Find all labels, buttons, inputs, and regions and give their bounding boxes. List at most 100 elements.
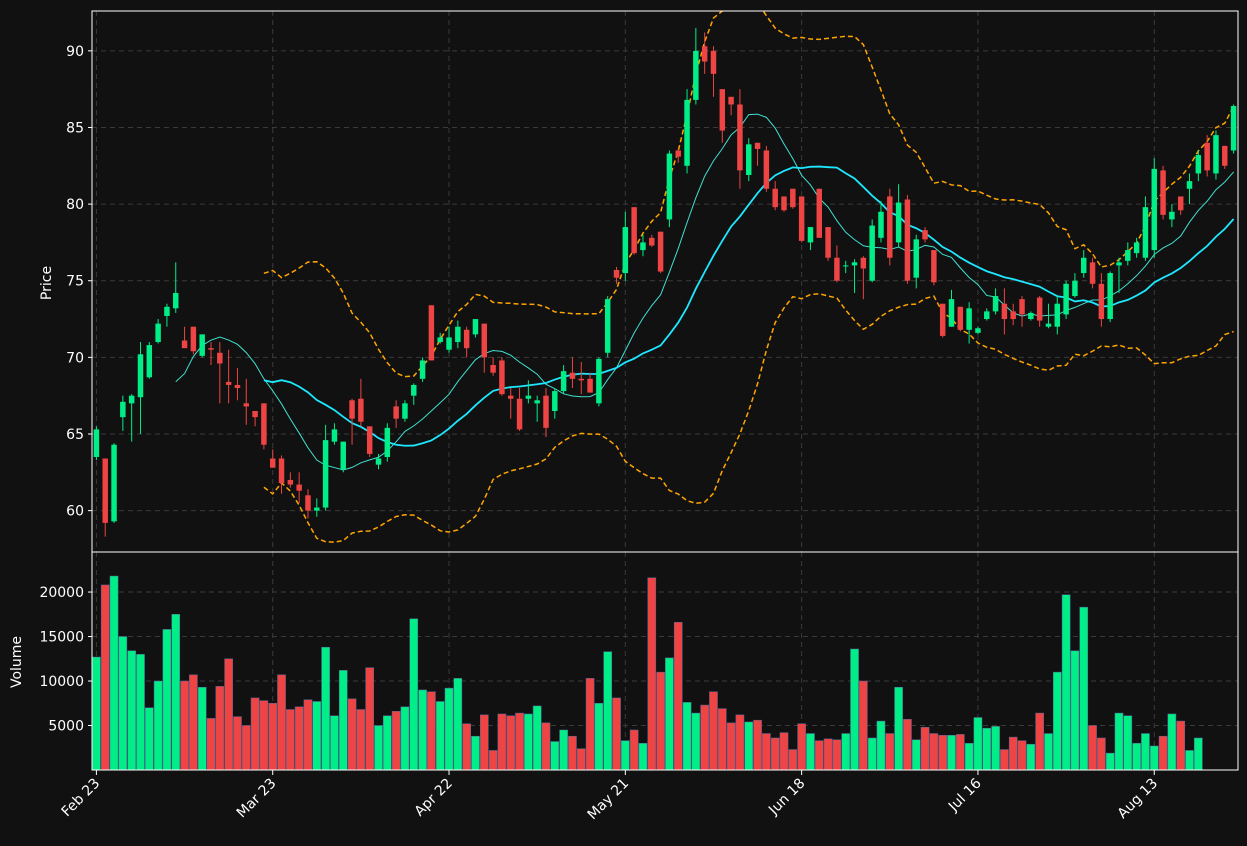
candle-body bbox=[181, 340, 188, 349]
candle-body bbox=[851, 262, 858, 266]
volume-bar bbox=[1035, 712, 1044, 771]
volume-bar bbox=[894, 686, 903, 771]
candle-body bbox=[102, 458, 108, 523]
candle-body bbox=[269, 458, 276, 468]
candle-body bbox=[137, 354, 144, 398]
candle-body bbox=[790, 188, 796, 208]
candle-body bbox=[622, 227, 629, 274]
candle-body bbox=[1125, 250, 1131, 261]
candle-body bbox=[763, 150, 770, 189]
candle-body bbox=[278, 458, 285, 484]
candle-body bbox=[296, 484, 302, 491]
volume-bar bbox=[259, 700, 269, 771]
candle-body bbox=[490, 365, 496, 373]
volume-bar bbox=[330, 715, 339, 771]
volume-bar bbox=[585, 678, 595, 771]
volume-bar bbox=[1114, 712, 1124, 771]
candle-body bbox=[543, 395, 549, 428]
volume-panel-frame bbox=[91, 551, 1239, 771]
volume-bar bbox=[241, 725, 251, 771]
candle-body bbox=[939, 303, 946, 336]
volume-bar bbox=[691, 712, 701, 771]
volume-bar bbox=[409, 618, 419, 771]
x-tick-label: May 21 bbox=[585, 776, 633, 824]
volume-bar bbox=[612, 697, 621, 771]
candle-body bbox=[895, 202, 902, 243]
candle-body bbox=[913, 239, 919, 278]
volume-bar bbox=[356, 709, 366, 771]
volume-bar bbox=[1061, 594, 1071, 771]
volume-bar bbox=[629, 729, 639, 771]
candle-body bbox=[1230, 106, 1237, 151]
candle-body bbox=[666, 153, 673, 220]
price-tick-label: 70 bbox=[66, 350, 84, 366]
volume-bar bbox=[427, 691, 436, 771]
volume-bar bbox=[338, 670, 348, 771]
candle-body bbox=[146, 345, 153, 378]
candles bbox=[93, 27, 1237, 537]
candle-body bbox=[631, 207, 637, 254]
volume-tick-label: 5000 bbox=[48, 719, 84, 735]
candle-body bbox=[1222, 145, 1228, 166]
candle-body bbox=[957, 306, 964, 330]
volume-bar bbox=[488, 750, 498, 771]
candle-body bbox=[1019, 299, 1025, 315]
candle-body bbox=[975, 328, 981, 333]
candle-body bbox=[1028, 312, 1034, 320]
volume-bar bbox=[1052, 671, 1062, 771]
volume-bar bbox=[568, 735, 577, 771]
candle-body bbox=[1045, 323, 1052, 327]
y-tick-labels: 60 65 70 75 80 85 90 5000 10000 15000 20000 bbox=[39, 44, 92, 735]
volume-bar bbox=[250, 697, 260, 771]
volume-bar bbox=[594, 703, 604, 771]
volume-bar bbox=[1000, 749, 1009, 771]
candle-body bbox=[834, 257, 840, 281]
volume-bar bbox=[391, 711, 401, 771]
volume-bar bbox=[726, 722, 736, 771]
volume-bar bbox=[559, 729, 568, 771]
candle-body bbox=[128, 395, 135, 404]
candle-body bbox=[322, 440, 329, 508]
candle-body bbox=[560, 371, 567, 392]
volume-bar bbox=[100, 584, 110, 771]
candle-body bbox=[446, 337, 452, 350]
candle-body bbox=[781, 196, 787, 211]
volume-bar bbox=[938, 735, 947, 771]
volume-axis-label: Volume bbox=[9, 636, 25, 688]
candle-body bbox=[1116, 262, 1122, 266]
price-tick-label: 60 bbox=[66, 504, 84, 520]
volume-bar bbox=[144, 707, 154, 771]
volume-bar bbox=[797, 723, 806, 771]
volume-bar bbox=[929, 733, 939, 771]
candle-body bbox=[340, 441, 346, 470]
volume-bar bbox=[982, 727, 992, 771]
volume-bar bbox=[779, 732, 789, 771]
candle-body bbox=[331, 429, 338, 442]
candle-body bbox=[754, 142, 761, 149]
volume-bar bbox=[788, 749, 798, 771]
panel-frames bbox=[91, 10, 1239, 771]
candle-body bbox=[657, 231, 664, 272]
candle-body bbox=[366, 426, 373, 454]
volume-bar bbox=[973, 717, 983, 771]
volume-bar bbox=[136, 654, 145, 771]
candle-body bbox=[569, 372, 576, 379]
volume-bar bbox=[753, 719, 762, 771]
candle-body bbox=[534, 400, 540, 404]
candle-body bbox=[261, 403, 267, 445]
volume-bar bbox=[806, 733, 815, 771]
volume-bar bbox=[956, 734, 965, 771]
volume-bar bbox=[1088, 725, 1097, 771]
volume-bar bbox=[673, 622, 683, 771]
volume-bar bbox=[770, 737, 780, 771]
candle-body bbox=[252, 411, 258, 418]
candle-body bbox=[1169, 211, 1175, 220]
candle-body bbox=[1213, 135, 1219, 174]
candle-body bbox=[1080, 257, 1087, 274]
candle-body bbox=[860, 257, 867, 269]
volume-bar bbox=[1176, 720, 1186, 771]
volume-bar bbox=[911, 739, 921, 771]
candle-body bbox=[640, 242, 646, 251]
volume-bar bbox=[541, 722, 551, 771]
candle-body bbox=[305, 495, 311, 511]
